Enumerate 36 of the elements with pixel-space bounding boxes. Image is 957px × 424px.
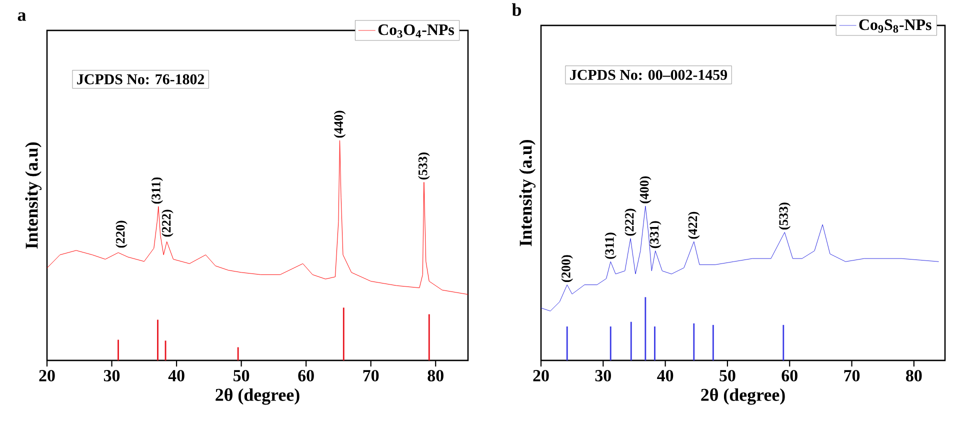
x-tick-label: 40 <box>168 370 184 382</box>
x-axis-title: 2θ (degree) <box>216 388 300 404</box>
x-tick-label: 80 <box>428 370 444 382</box>
annotation: (422) <box>688 212 700 239</box>
annotation: (331) <box>650 220 662 248</box>
legend-label: Co$_{3}$O$_{4}$-NPs <box>378 24 454 38</box>
annotation: (533) <box>418 152 430 180</box>
annotation: (533) <box>778 202 791 230</box>
x-tick-label: 30 <box>595 370 611 382</box>
x-tick-label: 30 <box>104 370 120 382</box>
text: JCPDS No: 76-1802 <box>77 74 204 84</box>
annotation: (222) <box>624 208 636 236</box>
legend-label: Co$_{9}$S$_{8}$-NPs <box>859 19 932 32</box>
annotation: (222) <box>162 210 174 236</box>
x-tick-label: 60 <box>298 370 314 382</box>
x-tick-label: 70 <box>363 370 379 382</box>
annotation: (440) <box>334 110 346 138</box>
x-tick-label: 40 <box>657 370 674 382</box>
y-axis-title: Intensity (a.u) <box>519 140 536 246</box>
x-tick-label: 50 <box>720 370 736 382</box>
annotation: (311) <box>604 232 616 259</box>
annotation: (400) <box>640 176 652 204</box>
x-tick-label: 80 <box>906 370 922 382</box>
text: JCPDS No: 00–002-1459 <box>570 70 728 80</box>
x-axis-title: 2θ (degree) <box>701 388 785 404</box>
annotation: (200) <box>561 254 573 282</box>
chart-title: b <box>512 3 522 16</box>
y-axis-title: Intensity (a.u) <box>25 142 42 248</box>
x-tick-label: 50 <box>234 370 250 382</box>
annotation: (311) <box>151 177 163 204</box>
x-tick-label: 70 <box>844 370 860 382</box>
x-tick-label: 60 <box>782 370 798 382</box>
chart-title: a <box>18 12 26 21</box>
annotation: (220) <box>116 220 128 248</box>
x-tick-label: 20 <box>39 370 55 382</box>
x-tick-label: 20 <box>533 370 549 382</box>
